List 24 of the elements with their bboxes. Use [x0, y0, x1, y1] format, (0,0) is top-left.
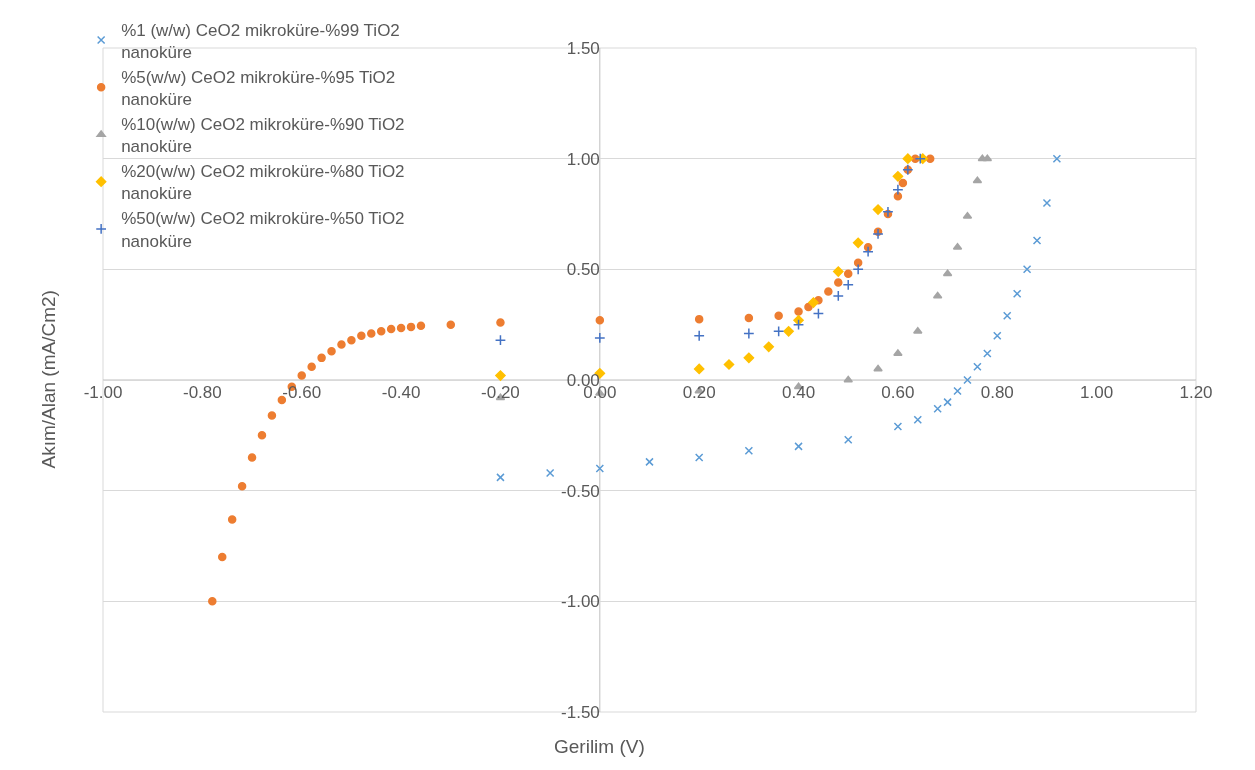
- y-tick-label: 1.50: [566, 38, 600, 58]
- legend-label: %1 (w/w) CeO2 mikroküre-%99 TiO2 nanoküre: [121, 20, 400, 62]
- x-tick-label: 1.20: [1179, 383, 1213, 402]
- x-tick-label: 0.80: [980, 383, 1014, 402]
- x-tick-label: 0.40: [782, 383, 816, 402]
- x-tick-label: 0.60: [881, 383, 915, 402]
- x-tick-label: -0.80: [182, 383, 222, 402]
- y-tick-label: -0.50: [561, 481, 600, 501]
- legend-label: %20(w/w) CeO2 mikroküre-%80 TiO2 nanoküre: [121, 162, 405, 204]
- legend-label: %5(w/w) CeO2 mikroküre-%95 TiO2 nanoküre: [121, 67, 396, 109]
- legend-label: %50(w/w) CeO2 mikroküre-%50 TiO2 nanoküre: [121, 209, 405, 251]
- y-tick-label: 1.00: [566, 149, 600, 169]
- y-tick-label: -1.50: [561, 702, 600, 722]
- x-tick-label: -0.40: [381, 383, 421, 402]
- x-tick-label: -1.00: [83, 383, 123, 402]
- x-axis-title: Gerilim (V): [554, 736, 645, 757]
- legend-label: %10(w/w) CeO2 mikroküre-%90 TiO2 nanoküre: [121, 115, 405, 157]
- x-tick-label: 1.00: [1080, 383, 1114, 402]
- y-axis-title: Akım/Alan (mA/Cm2): [37, 290, 59, 469]
- x-tick-label: -0.60: [282, 383, 322, 402]
- x-tick-label: 0.20: [682, 383, 716, 402]
- y-tick-label: 0.50: [566, 260, 600, 280]
- y-tick-label: -1.00: [561, 592, 600, 612]
- x-tick-label: -0.20: [481, 383, 520, 402]
